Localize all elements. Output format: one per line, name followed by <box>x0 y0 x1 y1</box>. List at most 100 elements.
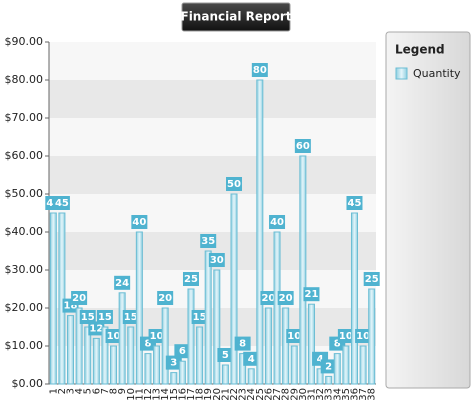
x-tick-label: 15 <box>169 388 180 401</box>
bar <box>170 372 178 385</box>
bar <box>118 292 126 385</box>
x-tick-label: 34 <box>332 388 343 401</box>
value-label: 18 <box>64 301 78 312</box>
value-label-box <box>148 329 165 343</box>
grid-band <box>49 156 376 194</box>
x-tick-label: 20 <box>212 388 223 401</box>
x-tick-label: 22 <box>229 388 240 401</box>
bar <box>316 368 324 385</box>
value-label-box <box>157 291 174 305</box>
x-tick-label: 27 <box>272 388 283 401</box>
value-label: 10 <box>107 331 121 342</box>
value-label: 15 <box>193 312 207 323</box>
bar <box>282 307 290 385</box>
bar <box>161 307 169 385</box>
bar <box>196 326 204 385</box>
bar <box>230 193 238 385</box>
value-label: 2 <box>325 361 332 372</box>
y-tick-label: $50.00 <box>5 187 44 200</box>
value-label: 4 <box>317 354 324 365</box>
value-label: 20 <box>72 293 86 304</box>
grid-band <box>49 80 376 118</box>
value-label: 20 <box>158 293 172 304</box>
bar <box>333 353 341 385</box>
value-label: 45 <box>55 198 69 209</box>
bar <box>213 269 221 385</box>
y-tick-label: $20.00 <box>5 301 44 314</box>
bar <box>153 345 161 385</box>
y-tick-label: $70.00 <box>5 111 44 124</box>
legend-box <box>385 31 471 389</box>
x-tick-label: 32 <box>315 388 326 401</box>
value-label: 10 <box>356 331 370 342</box>
value-label: 24 <box>115 278 129 289</box>
value-label-box <box>355 329 372 343</box>
value-label-box <box>53 196 70 210</box>
value-label: 20 <box>261 293 275 304</box>
value-label-box <box>363 272 380 286</box>
legend-title: Legend <box>395 43 445 57</box>
value-label: 25 <box>365 274 379 285</box>
x-tick-label: 6 <box>91 388 102 394</box>
value-label-box <box>286 329 303 343</box>
value-label: 40 <box>270 217 284 228</box>
value-label: 3 <box>170 358 177 369</box>
bar <box>67 315 75 385</box>
x-tick-label: 21 <box>220 388 231 401</box>
value-label-box <box>226 177 243 191</box>
x-tick-label: 9 <box>117 388 128 394</box>
x-tick-label: 30 <box>298 388 309 401</box>
value-label: 50 <box>227 179 241 190</box>
value-label: 10 <box>339 331 353 342</box>
x-tick-label: 2 <box>57 388 68 394</box>
legend-label: Quantity <box>413 67 461 80</box>
x-tick-label: 13 <box>152 388 163 401</box>
value-label: 5 <box>222 350 229 361</box>
value-label-box <box>208 253 225 267</box>
x-tick-label: 8 <box>109 388 120 394</box>
bar <box>368 288 376 385</box>
value-label-box <box>234 336 251 351</box>
value-label-box <box>96 310 113 324</box>
value-label: 45 <box>46 198 60 209</box>
bar <box>58 212 66 385</box>
value-label: 15 <box>98 312 112 323</box>
value-label: 10 <box>150 331 164 342</box>
value-label: 8 <box>144 339 151 350</box>
y-tick-label: $10.00 <box>5 339 44 352</box>
value-label: 60 <box>296 141 310 152</box>
bar <box>256 79 264 385</box>
x-tick-label: 11 <box>134 388 145 401</box>
x-tick-label: 33 <box>324 388 335 401</box>
y-tick-label: $0.00 <box>12 377 44 390</box>
legend-swatch <box>395 67 408 80</box>
bar <box>299 155 307 385</box>
x-tick-label: 37 <box>358 388 369 401</box>
bar <box>273 231 281 385</box>
x-tick-label: 3 <box>66 388 77 394</box>
x-tick-label: 19 <box>203 388 214 401</box>
bar <box>239 353 247 385</box>
bar <box>101 326 109 385</box>
value-label-box <box>182 272 199 286</box>
title-button <box>181 2 291 32</box>
x-tick-label: 24 <box>246 388 257 401</box>
bar <box>350 212 358 385</box>
bar <box>342 345 350 385</box>
bar <box>307 303 315 385</box>
bar <box>359 345 367 385</box>
y-tick-label: $90.00 <box>5 35 44 48</box>
bar <box>290 345 298 385</box>
x-tick-label: 18 <box>195 388 206 401</box>
x-tick-label: 25 <box>255 388 266 401</box>
value-label: 40 <box>132 217 146 228</box>
grid-band <box>49 270 376 308</box>
value-label: 21 <box>304 289 318 300</box>
y-tick-label: $30.00 <box>5 263 44 276</box>
y-tick-label: $40.00 <box>5 225 44 238</box>
value-label: 20 <box>279 293 293 304</box>
y-tick-label: $60.00 <box>5 149 44 162</box>
value-label-box <box>165 355 182 370</box>
bar <box>49 212 57 385</box>
